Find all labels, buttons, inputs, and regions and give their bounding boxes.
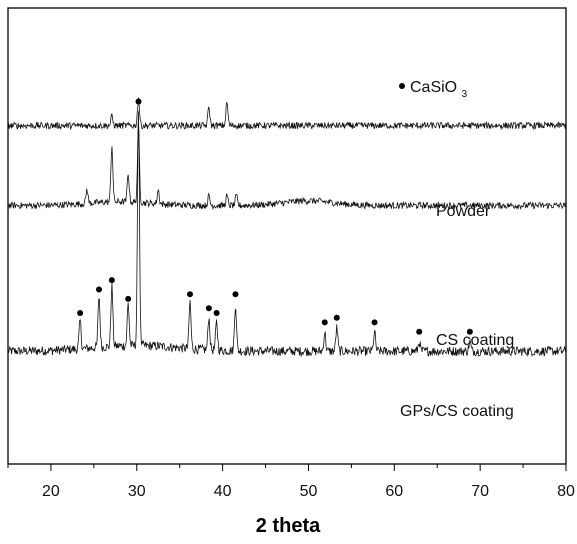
peak-marker xyxy=(371,319,378,326)
series-labels: Powder CS coating GPs/CS coating xyxy=(400,203,514,420)
peak-marker xyxy=(186,291,193,298)
peak-marker xyxy=(333,314,340,321)
peak-marker xyxy=(321,319,328,326)
peak-marker xyxy=(77,310,84,316)
series-label: GPs/CS coating xyxy=(400,403,514,420)
legend-label-subscript: 3 xyxy=(462,89,468,100)
peak-marker xyxy=(125,295,132,302)
x-tick-label: 60 xyxy=(385,483,403,500)
legend-label-main: CaSiO xyxy=(410,79,457,96)
series-layer xyxy=(7,97,567,358)
legend-label: CaSiO 3 xyxy=(410,79,468,100)
peak-marker xyxy=(205,305,212,312)
peak-marker xyxy=(232,291,239,298)
series-label: CS coating xyxy=(436,332,514,349)
peak-marker xyxy=(95,286,102,293)
x-tick-label: 80 xyxy=(557,483,575,500)
peak-markers-layer xyxy=(77,98,473,335)
x-axis-ticks xyxy=(7,464,567,471)
legend-marker-dot xyxy=(399,83,405,89)
series-line xyxy=(7,124,567,211)
series-label: Powder xyxy=(436,203,491,220)
x-tick-label: 20 xyxy=(42,483,60,500)
peak-marker xyxy=(416,328,423,335)
peak-marker xyxy=(108,277,115,284)
x-axis-tick-labels: 20 30 40 50 60 70 80 xyxy=(42,483,575,500)
peak-marker xyxy=(213,310,220,316)
series-line xyxy=(7,111,567,358)
peak-marker xyxy=(135,98,142,105)
plot-frame xyxy=(7,7,567,465)
series-line xyxy=(7,97,567,131)
x-tick-label: 30 xyxy=(128,483,146,500)
peak-marker xyxy=(466,328,473,335)
x-tick-label: 70 xyxy=(471,483,489,500)
x-tick-label: 40 xyxy=(214,483,232,500)
legend: CaSiO 3 xyxy=(399,79,468,100)
x-tick-label: 50 xyxy=(300,483,318,500)
x-axis-title: 2 theta xyxy=(256,515,321,537)
